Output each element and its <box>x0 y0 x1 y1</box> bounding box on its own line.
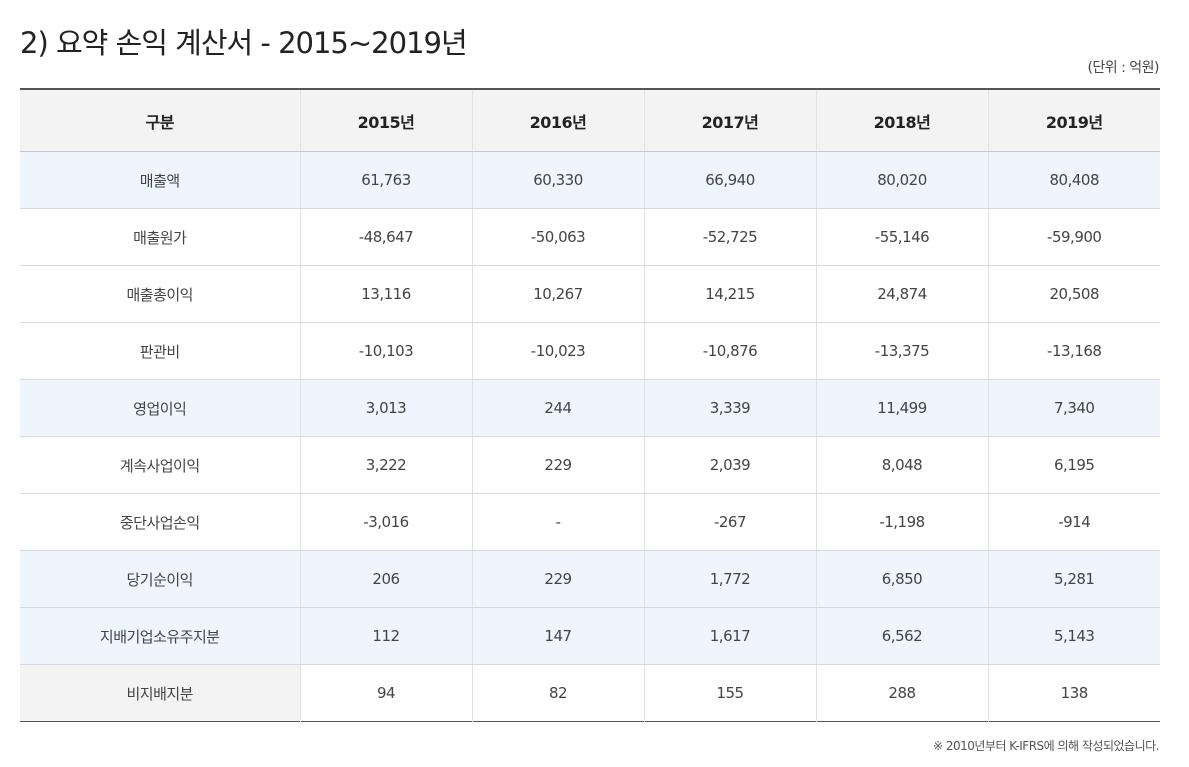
table-cell: 8,048 <box>815 436 988 494</box>
table-cell: -914 <box>987 493 1160 551</box>
table-cell: 112 <box>299 607 472 665</box>
table-cell: -13,375 <box>815 322 988 380</box>
table-cell: 138 <box>987 664 1160 722</box>
column-header: 2015년 <box>299 89 472 152</box>
table-cell: 5,143 <box>987 607 1160 665</box>
table-cell: 24,874 <box>815 265 988 323</box>
row-label: 중단사업손익 <box>20 493 300 551</box>
table-cell: - <box>471 493 644 551</box>
table-cell: 244 <box>471 379 644 437</box>
row-label: 판관비 <box>20 322 300 380</box>
table-row: 매출원가 -48,647 -50,063 -52,725 -55,146 -59,900 <box>20 208 1160 266</box>
table-cell: 3,222 <box>299 436 472 494</box>
table-cell: -59,900 <box>987 208 1160 266</box>
table-cell: 229 <box>471 550 644 608</box>
table-cell: 206 <box>299 550 472 608</box>
row-label: 매출액 <box>20 151 300 209</box>
table-cell: -3,016 <box>299 493 472 551</box>
page-title: 2) 요약 손익 계산서 - 2015~2019년 <box>20 26 468 60</box>
row-label: 당기순이익 <box>20 550 300 608</box>
row-label: 계속사업이익 <box>20 436 300 494</box>
table-row: 매출총이익 13,116 10,267 14,215 24,874 20,508 <box>20 265 1160 323</box>
table-cell: 13,116 <box>299 265 472 323</box>
table-row: 지배기업소유주지분 112 147 1,617 6,562 5,143 <box>20 607 1160 665</box>
table-cell: 6,562 <box>815 607 988 665</box>
table-cell: 1,617 <box>643 607 816 665</box>
column-header: 2018년 <box>815 89 988 152</box>
table-cell: -1,198 <box>815 493 988 551</box>
column-header: 2019년 <box>987 89 1160 152</box>
table-cell: 94 <box>299 664 472 722</box>
table-cell: -267 <box>643 493 816 551</box>
table-row: 매출액 61,763 60,330 66,940 80,020 80,408 <box>20 151 1160 209</box>
row-label: 매출총이익 <box>20 265 300 323</box>
table-cell: 10,267 <box>471 265 644 323</box>
table-cell: 2,039 <box>643 436 816 494</box>
table-cell: 80,408 <box>987 151 1160 209</box>
table-cell: 14,215 <box>643 265 816 323</box>
table-cell: -48,647 <box>299 208 472 266</box>
table-cell: 288 <box>815 664 988 722</box>
table-cell: -10,876 <box>643 322 816 380</box>
table-cell: 3,013 <box>299 379 472 437</box>
table-cell: 5,281 <box>987 550 1160 608</box>
column-header: 2016년 <box>471 89 644 152</box>
table-row: 비지배지분 94 82 155 288 138 <box>20 664 1160 722</box>
table-cell: 1,772 <box>643 550 816 608</box>
table-row: 중단사업손익 -3,016- -267 -1,198 -914 <box>20 493 1160 551</box>
table-cell: 6,850 <box>815 550 988 608</box>
income-statement-table: 구분 2015년 2016년 2017년 2018년 2019년 매출액 61,7… <box>20 88 1160 722</box>
table-cell: 155 <box>643 664 816 722</box>
table-cell: 11,499 <box>815 379 988 437</box>
table-row: 판관비 -10,103 -10,023 -10,876 -13,375 -13,168 <box>20 322 1160 380</box>
table-row: 당기순이익 206 229 1,772 6,850 5,281 <box>20 550 1160 608</box>
row-label: 매출원가 <box>20 208 300 266</box>
row-label: 비지배지분 <box>20 664 300 722</box>
table-cell: 61,763 <box>299 151 472 209</box>
table-cell: -50,063 <box>471 208 644 266</box>
table-cell: 147 <box>471 607 644 665</box>
table-cell: 60,330 <box>471 151 644 209</box>
table-cell: 82 <box>471 664 644 722</box>
table-cell: 6,195 <box>987 436 1160 494</box>
row-label: 지배기업소유주지분 <box>20 607 300 665</box>
table-cell: 7,340 <box>987 379 1160 437</box>
table-cell: -55,146 <box>815 208 988 266</box>
table-cell: 66,940 <box>643 151 816 209</box>
table-cell: -10,103 <box>299 322 472 380</box>
table-row: 영업이익 3,013 244 3,339 11,499 7,340 <box>20 379 1160 437</box>
table-cell: 20,508 <box>987 265 1160 323</box>
column-header: 2017년 <box>643 89 816 152</box>
table-cell: -52,725 <box>643 208 816 266</box>
row-label: 영업이익 <box>20 379 300 437</box>
column-header: 구분 <box>20 89 300 152</box>
table-cell: 80,020 <box>815 151 988 209</box>
unit-label: (단위 : 억원) <box>1087 60 1159 76</box>
table-cell: 229 <box>471 436 644 494</box>
table-cell: -13,168 <box>987 322 1160 380</box>
table-row: 계속사업이익 3,222 229 2,039 8,048 6,195 <box>20 436 1160 494</box>
table-cell: 3,339 <box>643 379 816 437</box>
table-cell: -10,023 <box>471 322 644 380</box>
table-header-row: 구분 2015년 2016년 2017년 2018년 2019년 <box>20 89 1160 152</box>
footnote: ※ 2010년부터 K-IFRS에 의해 작성되었습니다. <box>932 739 1160 753</box>
